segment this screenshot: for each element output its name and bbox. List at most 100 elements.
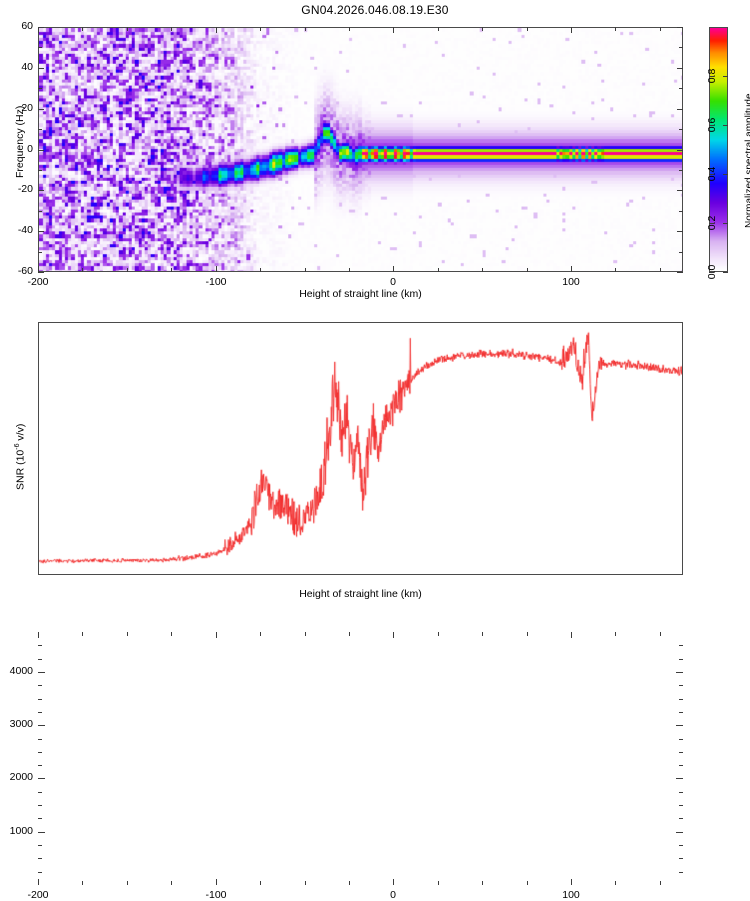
axis-tick [38,231,44,232]
axis-tick [527,27,528,31]
spectrogram-panel: -200 -100 0 100 -60 -40 -20 0 20 40 60 Frequency (… [0,0,750,310]
axis-tick [709,174,714,175]
axis-tick [677,68,683,69]
axis-tick [676,832,683,833]
axis-tick [660,881,661,885]
axis-tick [527,268,528,272]
colorbar-tick-label: 0.4 [706,166,718,182]
axis-tick [393,879,394,885]
axis-tick [677,272,683,273]
axis-tick-label: -200 [27,889,49,901]
axis-tick [393,266,394,272]
axis-tick [127,881,128,885]
snr-ylabel-exponent: -6 [14,443,21,450]
snr-axes [38,322,683,575]
axis-tick [679,712,683,713]
axis-tick [438,632,439,636]
axis-tick-label: 0 [390,889,396,901]
axis-tick-label: -20 [17,183,33,195]
axis-tick [38,632,39,638]
axis-tick [38,266,39,272]
axis-tick [349,27,350,31]
spectrogram-axes [38,27,683,272]
axis-tick [676,778,683,779]
axis-tick [679,659,683,660]
axis-tick [216,27,217,33]
axis-tick [216,879,217,885]
axis-tick [676,672,683,673]
axis-tick [38,845,42,846]
axis-tick [482,27,483,31]
axis-tick [171,27,172,31]
axis-tick [679,699,683,700]
snr-ylabel-text: SNR (10 [14,449,27,490]
axis-tick-label: -100 [205,276,227,288]
axis-tick [679,252,683,253]
axis-tick [709,223,714,224]
axis-tick [709,76,714,77]
axis-tick [679,211,683,212]
axis-tick [305,632,306,636]
axis-tick [38,739,42,740]
axis-tick [723,174,728,175]
axis-tick [82,268,83,272]
axis-tick [482,881,483,885]
axis-tick-label: -40 [17,224,33,236]
axis-tick [677,27,683,28]
axis-tick [38,712,42,713]
axis-tick [260,632,261,636]
axis-tick [38,27,39,33]
colorbar-tick-label: 0.2 [706,215,718,231]
axis-tick [38,752,42,753]
axis-tick [615,27,616,31]
axis-tick [660,632,661,636]
axis-tick [571,266,572,272]
axis-tick [679,88,683,89]
axis-tick [305,27,306,31]
axis-tick [571,27,572,33]
axis-tick [127,632,128,636]
axis-tick [127,268,128,272]
spectrogram-image [39,28,682,271]
axis-tick [660,268,661,272]
axis-tick-label: 4000 [9,665,33,677]
axis-tick [38,879,39,885]
snr-xlabel: Height of straight line (km) [299,588,422,600]
axis-tick [38,765,42,766]
axis-tick [679,872,683,873]
axis-tick [676,725,683,726]
axis-tick [38,170,42,171]
axis-tick [305,881,306,885]
axis-tick-label: 100 [562,276,580,288]
axis-tick [38,645,42,646]
axis-tick [305,268,306,272]
axis-tick [679,765,683,766]
axis-tick [482,632,483,636]
axis-tick [260,881,261,885]
axis-tick [679,47,683,48]
axis-tick-label: 100 [562,889,580,901]
axis-tick [38,672,45,673]
axis-tick [349,632,350,636]
axis-tick [82,632,83,636]
axis-tick [482,268,483,272]
axis-tick [677,190,683,191]
axis-tick [679,645,683,646]
axis-tick [723,272,728,273]
axis-tick [679,129,683,130]
axis-tick [393,27,394,33]
axis-tick [679,752,683,753]
axis-tick [679,845,683,846]
axis-tick [615,268,616,272]
colorbar-tick-label: 0.0 [706,264,718,280]
snr-ylabel-suffix: v/v) [14,423,27,444]
axis-tick [38,872,42,873]
axis-tick [38,659,42,660]
axis-tick [38,129,42,130]
axis-tick [709,125,714,126]
axis-tick [171,268,172,272]
axis-tick [38,109,44,110]
axis-tick [38,778,45,779]
axis-tick [571,632,572,638]
